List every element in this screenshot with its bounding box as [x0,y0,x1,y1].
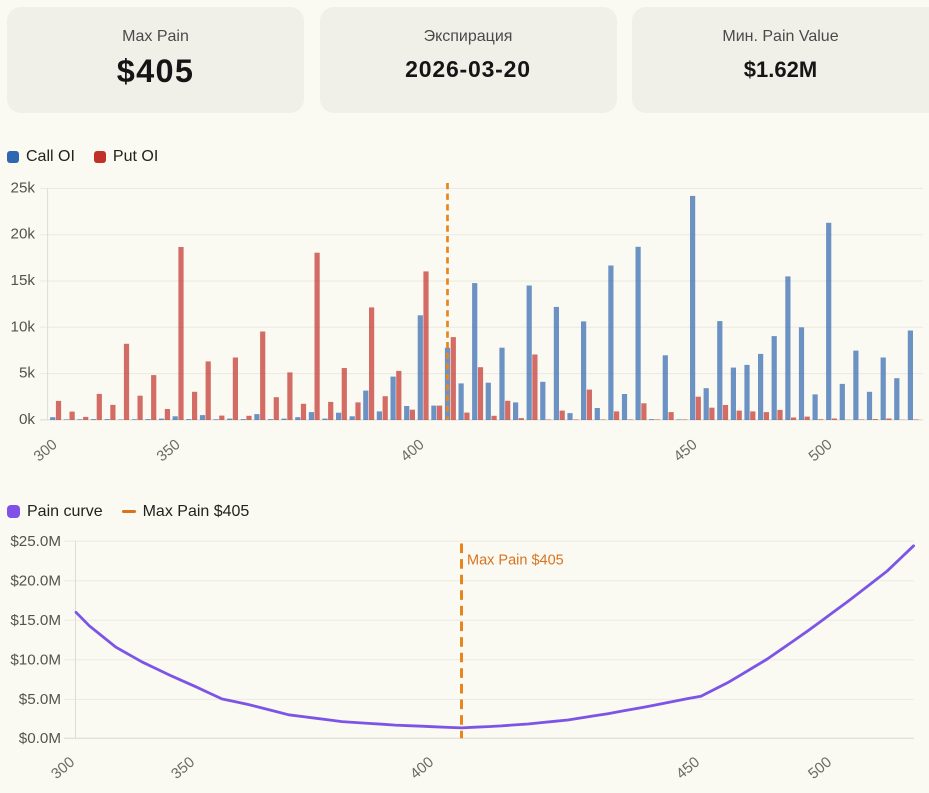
svg-text:$0.0M: $0.0M [19,730,61,747]
svg-text:$25.0M: $25.0M [10,533,61,550]
svg-text:300: 300 [30,436,60,465]
svg-text:400: 400 [397,436,427,465]
svg-text:450: 450 [670,436,700,465]
svg-text:500: 500 [805,436,835,465]
svg-text:450: 450 [673,754,703,783]
svg-text:500: 500 [805,754,835,783]
svg-text:$20.0M: $20.0M [10,573,61,590]
svg-text:20k: 20k [11,226,36,243]
svg-text:25k: 25k [11,180,36,196]
svg-text:Max Pain $405: Max Pain $405 [467,553,564,569]
svg-text:$15.0M: $15.0M [10,612,61,629]
svg-text:350: 350 [168,754,198,783]
svg-text:0k: 0k [19,411,35,428]
svg-text:350: 350 [153,436,183,465]
svg-text:400: 400 [407,754,437,783]
svg-text:5k: 5k [19,365,35,382]
svg-text:15k: 15k [11,272,36,289]
svg-text:$10.0M: $10.0M [10,652,61,669]
svg-text:10k: 10k [11,318,36,335]
svg-text:$5.0M: $5.0M [19,691,61,708]
svg-text:300: 300 [48,754,78,783]
